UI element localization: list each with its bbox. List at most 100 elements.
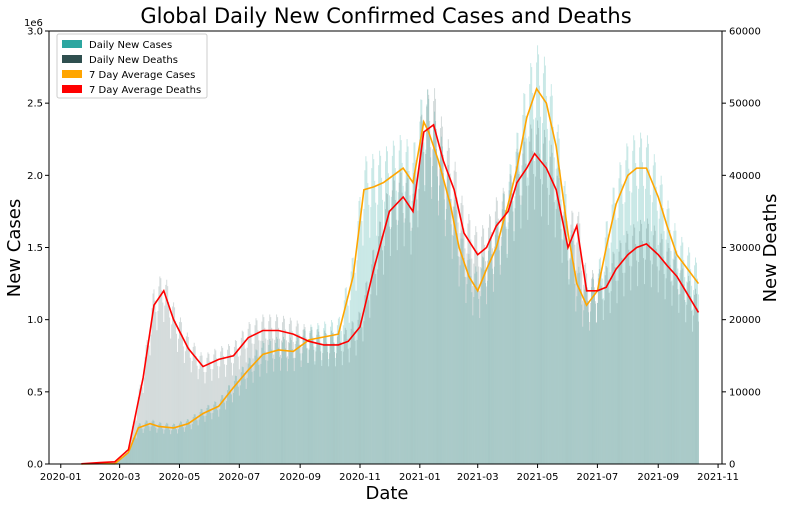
daily-deaths-bar	[261, 322, 262, 464]
daily-deaths-bar	[352, 321, 353, 464]
daily-deaths-bar	[411, 228, 412, 464]
daily-deaths-bar	[687, 283, 688, 464]
daily-deaths-bar	[406, 183, 407, 464]
daily-deaths-bar	[315, 351, 316, 464]
daily-deaths-bar	[263, 317, 264, 464]
daily-deaths-bar	[491, 232, 492, 464]
daily-deaths-bar	[613, 252, 614, 464]
daily-deaths-bar	[511, 176, 512, 464]
daily-deaths-bar	[570, 225, 571, 464]
daily-deaths-bar	[240, 356, 241, 465]
daily-deaths-bar	[486, 286, 487, 464]
daily-deaths-bar	[383, 275, 384, 464]
daily-deaths-bar	[649, 242, 650, 464]
daily-deaths-bar	[371, 264, 372, 464]
daily-deaths-bar	[173, 302, 174, 464]
plot-area	[81, 45, 699, 464]
daily-deaths-bar	[195, 346, 196, 464]
daily-deaths-bar	[550, 157, 551, 464]
daily-deaths-bar	[575, 271, 576, 464]
daily-deaths-bar	[301, 360, 302, 464]
daily-deaths-bar	[210, 369, 211, 464]
daily-deaths-bar	[444, 182, 445, 464]
daily-deaths-bar	[589, 322, 590, 464]
daily-deaths-bar	[414, 170, 415, 464]
daily-deaths-bar	[499, 237, 500, 464]
daily-deaths-bar	[334, 352, 335, 464]
daily-deaths-bar	[532, 151, 533, 464]
daily-deaths-bar	[298, 324, 299, 464]
daily-deaths-bar	[385, 209, 386, 464]
daily-deaths-bar	[251, 334, 252, 464]
daily-deaths-bar	[327, 352, 328, 464]
daily-deaths-bar	[560, 204, 561, 464]
daily-deaths-bar	[578, 212, 579, 464]
daily-deaths-bar	[156, 330, 157, 464]
daily-deaths-bar	[556, 209, 557, 464]
daily-deaths-bar	[618, 281, 619, 464]
daily-deaths-bar	[229, 346, 230, 464]
daily-deaths-bar	[502, 201, 503, 464]
daily-deaths-bar	[617, 303, 618, 464]
daily-deaths-bar	[308, 363, 309, 464]
daily-deaths-bar	[324, 331, 325, 464]
daily-deaths-bar	[267, 340, 268, 464]
daily-deaths-bar	[282, 322, 283, 464]
daily-deaths-bar	[246, 362, 247, 464]
y2-axis-label: New Deaths	[760, 194, 781, 303]
daily-deaths-bar	[349, 362, 350, 464]
daily-deaths-bar	[523, 137, 524, 464]
daily-deaths-bar	[191, 372, 192, 464]
daily-deaths-bar	[584, 265, 585, 464]
daily-deaths-bar	[465, 277, 466, 464]
daily-deaths-bar	[697, 308, 698, 464]
daily-deaths-bar	[603, 320, 604, 464]
daily-deaths-bar	[293, 342, 294, 464]
daily-deaths-bar	[183, 346, 184, 464]
daily-deaths-bar	[630, 290, 631, 464]
daily-deaths-bar	[450, 174, 451, 464]
daily-deaths-bar	[358, 320, 359, 464]
daily-deaths-bar	[520, 228, 521, 464]
daily-deaths-bar	[409, 200, 410, 464]
daily-deaths-bar	[205, 372, 206, 464]
daily-deaths-bar	[148, 342, 149, 464]
daily-deaths-bar	[260, 341, 261, 464]
daily-deaths-bar	[540, 179, 541, 464]
daily-deaths-bar	[521, 196, 522, 464]
daily-deaths-bar	[628, 250, 629, 464]
daily-deaths-bar	[204, 372, 205, 464]
daily-deaths-bar	[535, 177, 536, 464]
daily-deaths-bar	[466, 254, 467, 464]
x-tick-label: 2021-07	[577, 472, 619, 483]
daily-deaths-bar	[404, 246, 405, 464]
daily-deaths-bar	[426, 106, 427, 464]
daily-deaths-bar	[408, 178, 409, 464]
daily-deaths-bar	[221, 346, 222, 464]
daily-deaths-bar	[180, 317, 181, 464]
y2-tick-label: 0	[729, 460, 735, 471]
daily-deaths-bar	[505, 210, 506, 464]
daily-deaths-bar	[597, 303, 598, 464]
daily-deaths-bar	[583, 285, 584, 464]
daily-deaths-bar	[509, 190, 510, 464]
daily-deaths-bar	[166, 280, 167, 464]
daily-deaths-bar	[684, 300, 685, 464]
daily-deaths-bar	[244, 340, 245, 464]
daily-deaths-bar	[307, 348, 308, 464]
daily-deaths-bar	[172, 306, 173, 464]
daily-deaths-bar	[468, 214, 469, 464]
daily-deaths-bar	[454, 171, 455, 464]
daily-deaths-bar	[567, 260, 568, 464]
daily-deaths-bar	[548, 225, 549, 464]
daily-deaths-bar	[248, 329, 249, 464]
daily-deaths-bar	[513, 212, 514, 465]
daily-deaths-bar	[341, 351, 342, 464]
daily-deaths-bar	[278, 328, 279, 464]
daily-deaths-bar	[456, 172, 457, 464]
daily-deaths-bar	[686, 305, 687, 464]
daily-deaths-bar	[225, 377, 226, 464]
daily-deaths-bar	[594, 287, 595, 464]
daily-deaths-bar	[295, 344, 296, 464]
x-tick-label: 2020-01	[40, 472, 82, 483]
